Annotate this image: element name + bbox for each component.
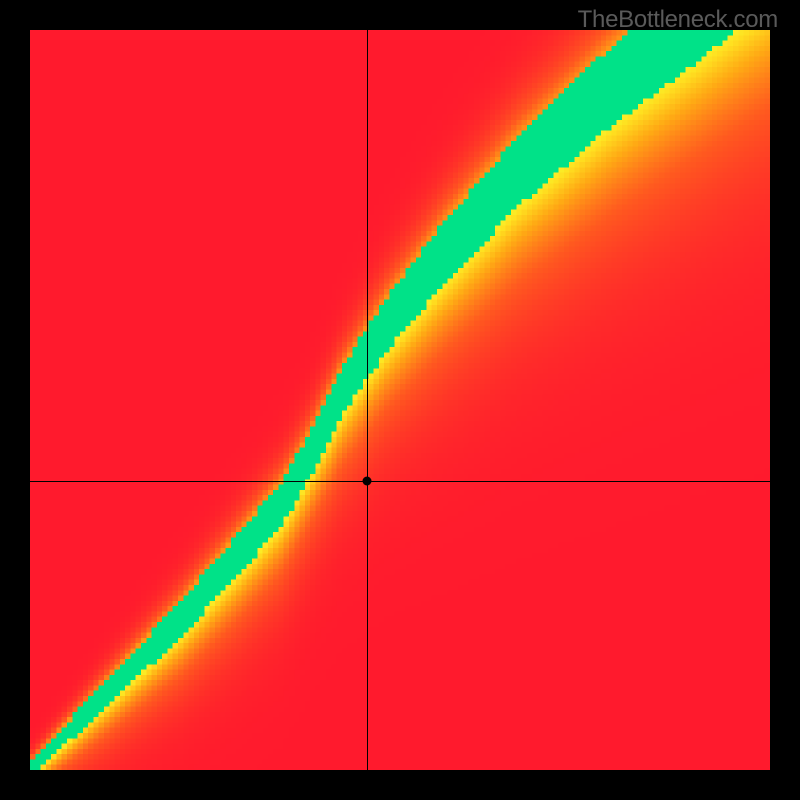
- watermark-text: TheBottleneck.com: [578, 6, 778, 34]
- chart-container: TheBottleneck.com: [0, 0, 800, 800]
- bottleneck-heatmap: [30, 30, 770, 770]
- crosshair-vertical: [367, 30, 368, 770]
- crosshair-horizontal: [30, 481, 770, 482]
- crosshair-marker: [362, 477, 371, 486]
